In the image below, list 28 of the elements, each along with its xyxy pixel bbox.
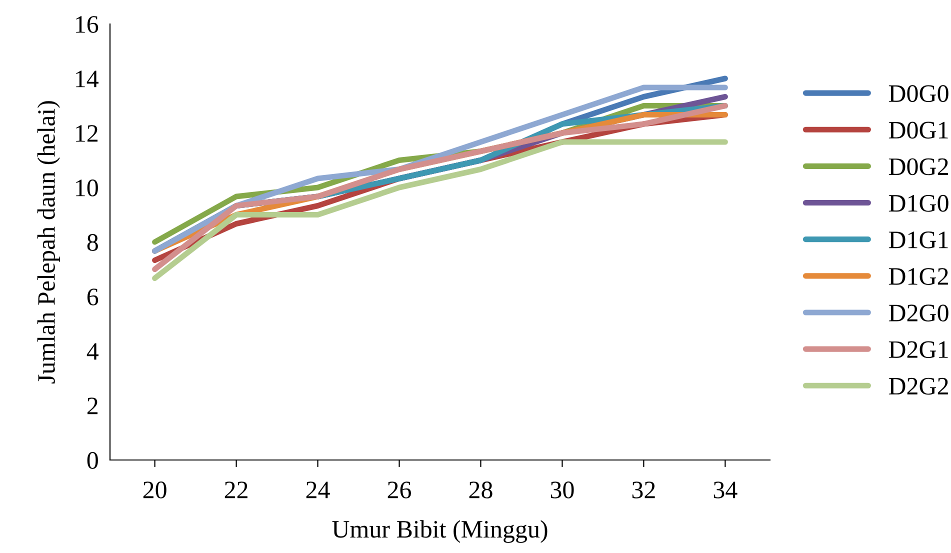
y-tick-label: 2 xyxy=(87,398,98,414)
y-tick-label: 4 xyxy=(86,343,98,360)
y-tick-label: 0 xyxy=(87,452,98,469)
x-tick-label: 28 xyxy=(469,482,492,498)
x-tick-label: 32 xyxy=(632,482,655,498)
legend-label: D1G0 xyxy=(888,194,948,212)
x-tick-label: 22 xyxy=(224,482,248,498)
legend-label: D2G2 xyxy=(888,378,948,395)
legend-label: D0G0 xyxy=(888,85,948,102)
x-tick-label: 20 xyxy=(143,482,166,498)
x-tick-label: 26 xyxy=(388,482,412,498)
y-tick-label: 10 xyxy=(76,180,98,196)
y-tick-label: 8 xyxy=(87,234,98,251)
x-tick-label: 34 xyxy=(714,482,738,498)
legend-label: D0G2 xyxy=(888,158,948,176)
legend-label: D1G1 xyxy=(888,232,948,248)
y-tick-label: 14 xyxy=(76,70,98,88)
x-tick-label: 30 xyxy=(550,482,574,498)
legend-label: D0G1 xyxy=(888,122,948,139)
y-tick-label: 6 xyxy=(87,288,98,306)
legend-label: D2G0 xyxy=(888,304,948,322)
legend-label: D1G2 xyxy=(888,268,948,285)
y-tick-label: 12 xyxy=(76,125,98,142)
legend-label: D2G1 xyxy=(888,341,948,358)
y-axis-title: Jumlah Pelepah daun (helai) xyxy=(37,101,60,384)
x-axis-title: Umur Bibit (Minggu) xyxy=(332,520,548,543)
y-tick-label: 16 xyxy=(76,16,98,33)
x-tick-label: 24 xyxy=(306,482,330,498)
